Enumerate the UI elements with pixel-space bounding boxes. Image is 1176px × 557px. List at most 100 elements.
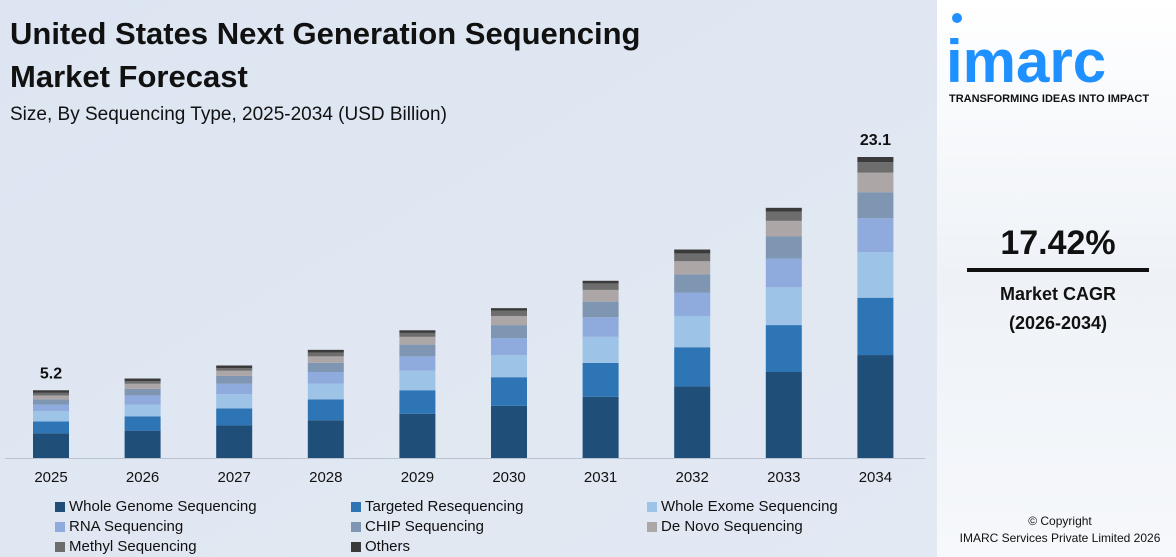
bar-segment (307, 356, 344, 363)
legend-swatch (55, 522, 65, 532)
bar-segment (399, 330, 436, 333)
bar-segment (124, 381, 161, 384)
legend-label: Targeted Resequencing (365, 498, 523, 515)
bar-segment (857, 355, 894, 458)
x-tick-label: 2028 (309, 469, 342, 486)
sidebar-background (937, 0, 1176, 557)
bar-segment (765, 372, 802, 458)
bar-segment (124, 395, 161, 405)
bar-segment (124, 383, 161, 389)
bar-segment (857, 172, 894, 193)
bar-segment (765, 220, 802, 237)
legend-swatch (55, 502, 65, 512)
legend-swatch (647, 522, 657, 532)
bar-segment (674, 274, 711, 293)
bar-segment (307, 349, 344, 353)
bar-segment (674, 386, 711, 458)
bar-segment (582, 336, 619, 363)
bar-segment (674, 261, 711, 275)
bar-segment (399, 336, 436, 345)
bar-segment (124, 378, 161, 382)
x-tick-label: 2031 (584, 469, 617, 486)
bar-segment (491, 325, 527, 339)
bar-segment (307, 399, 344, 421)
bar-segment (582, 283, 619, 290)
bar-segment (491, 355, 527, 378)
legend-swatch (351, 542, 361, 552)
bar-segment (33, 421, 69, 434)
bar-segment (124, 416, 161, 431)
bar-segment (216, 394, 253, 409)
bar-segment (216, 370, 253, 376)
cagr-label: Market CAGR (1000, 284, 1116, 304)
bar-segment (307, 420, 344, 458)
bar-segment (765, 258, 802, 288)
bar-segment (216, 375, 253, 384)
x-tick-label: 2033 (767, 469, 800, 486)
bar-segment (491, 377, 527, 406)
total-label: 5.2 (40, 365, 62, 382)
bar-segment (33, 411, 69, 422)
bar-segment (674, 249, 711, 254)
bar-segment (857, 218, 894, 253)
tagline: TRANSFORMING IDEAS INTO IMPACT (949, 93, 1149, 105)
bar-segment (674, 315, 711, 348)
bar-segment (582, 362, 619, 397)
legend-label: Whole Exome Sequencing (661, 498, 838, 515)
bar-segment (399, 332, 436, 337)
company: IMARC Services Private Limited 2026 (960, 531, 1161, 545)
bar-segment (765, 325, 802, 372)
bar-segment (674, 292, 711, 316)
legend-label: De Novo Sequencing (661, 518, 803, 535)
bar-segment (765, 287, 802, 326)
bar-segment (674, 347, 711, 387)
bar-segment (765, 207, 802, 212)
bar-segment (582, 317, 619, 337)
bar-segment (216, 383, 253, 395)
bar-segment (33, 392, 69, 396)
x-tick-label: 2026 (126, 469, 159, 486)
total-label: 23.1 (860, 132, 891, 149)
bar-segment (491, 405, 527, 458)
bar-segment (33, 395, 69, 400)
bar-segment (399, 390, 436, 414)
x-tick-label: 2025 (34, 469, 67, 486)
chart-title: Market Forecast (10, 59, 248, 94)
x-tick-label: 2027 (218, 469, 251, 486)
bar-segment (124, 404, 161, 417)
bar-segment (491, 338, 527, 356)
bar-segment (307, 383, 344, 400)
logo-dot (952, 13, 962, 23)
bar-segment (399, 413, 436, 458)
legend-swatch (351, 522, 361, 532)
legend-swatch (351, 502, 361, 512)
bar-segment (765, 236, 802, 259)
bar-segment (33, 433, 69, 458)
chart-subtitle: Size, By Sequencing Type, 2025-2034 (USD… (10, 104, 447, 125)
bar-segment (307, 362, 344, 372)
copyright: © Copyright (1028, 514, 1092, 528)
legend-label: Whole Genome Sequencing (69, 498, 257, 515)
bar-segment (33, 404, 69, 412)
legend-label: Methyl Sequencing (69, 538, 197, 555)
bar-segment (399, 356, 436, 371)
bar-segment (857, 162, 894, 173)
bar-segment (857, 157, 894, 163)
bar-segment (216, 368, 253, 371)
bar-segment (216, 425, 253, 458)
legend-label: Others (365, 538, 410, 555)
bar-segment (399, 344, 436, 357)
x-tick-label: 2034 (859, 469, 892, 486)
cagr-period: (2026-2034) (1009, 313, 1107, 333)
bar-segment (33, 390, 69, 393)
bar-segment (582, 280, 619, 284)
bar-segment (216, 365, 253, 369)
bar-segment (582, 396, 619, 458)
bar-segment (399, 370, 436, 391)
bar-segment (582, 301, 619, 318)
bar-segment (674, 253, 711, 262)
legend-swatch (647, 502, 657, 512)
bar-segment (857, 252, 894, 298)
bar-segment (124, 430, 161, 458)
